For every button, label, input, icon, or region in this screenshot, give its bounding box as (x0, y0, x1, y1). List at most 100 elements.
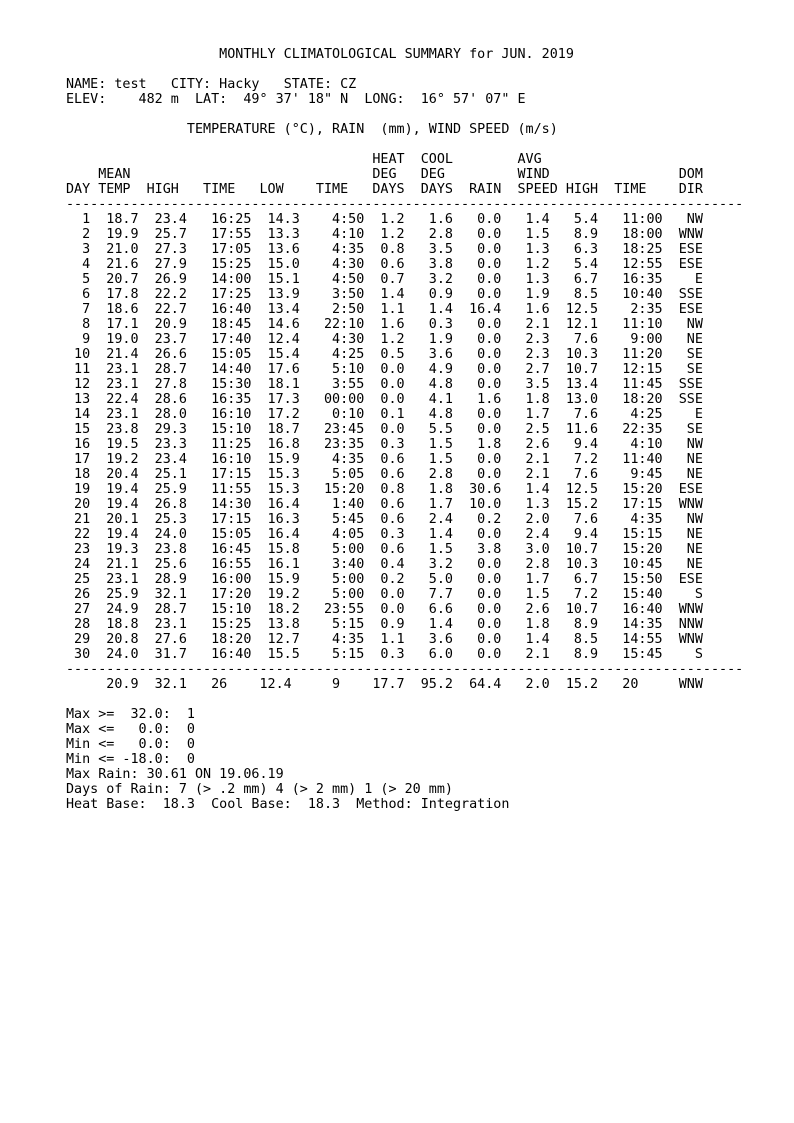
cell-low-temp: 15.4 (251, 347, 300, 362)
cell-high-temp-time: 11:25 (186, 437, 252, 452)
cell-cool-deg-days: 4.8 (404, 407, 453, 422)
cell-low-temp: 15.3 (251, 482, 300, 497)
cell-rain: 0.0 (453, 227, 502, 242)
cell-avg-wind-speed: 1.9 (501, 287, 550, 302)
cell-wind-high: 7.6 (549, 332, 599, 347)
cell-avg-wind-speed: 2.4 (501, 527, 550, 542)
cell-dom-dir: ESE (662, 257, 703, 272)
cell-high-temp-time: 14:30 (186, 497, 252, 512)
table-row: 18 20.4 25.1 17:15 15.3 5:05 0.6 2.8 0.0… (66, 467, 784, 482)
cell-high-temp-time: 16:40 (186, 647, 252, 662)
cell-wind-high: 9.4 (549, 437, 599, 452)
cell-day: 3 (66, 242, 91, 257)
cell-high-temp-time: 16:10 (186, 452, 252, 467)
column-header: WIND (444, 167, 550, 182)
cell-mean-temp: 24.0 (90, 647, 139, 662)
cell-heat-deg-days: 0.6 (364, 512, 405, 527)
cell-low-temp: 16.1 (251, 557, 300, 572)
spacer (66, 107, 784, 122)
column-header: HIGH (130, 182, 179, 197)
cell-wind-high-time: 12:55 (598, 257, 663, 272)
cell-heat-deg-days: 0.1 (364, 407, 405, 422)
cell-high-temp: 25.9 (138, 482, 187, 497)
cell-high-temp: 23.8 (138, 542, 187, 557)
cell-day: 24 (66, 557, 91, 572)
table-row: 24 21.1 25.6 16:55 16.1 3:40 0.4 3.2 0.0… (66, 557, 784, 572)
cell-rain: 1.8 (453, 437, 502, 452)
cell-low-temp: 16.4 (251, 497, 300, 512)
cell-wind-high-time: 15:40 (598, 587, 663, 602)
column-header: DOM (549, 167, 703, 182)
cell-high-temp-time: 17:25 (186, 287, 252, 302)
station-name-value: test (106, 77, 147, 92)
cell-mean-temp: 21.6 (90, 257, 139, 272)
cell-day: 18 (66, 467, 91, 482)
cell-avg-wind-speed: 2.7 (501, 362, 550, 377)
cell-heat-deg-days: 0.2 (364, 572, 405, 587)
cell-wind-high-time: 9:45 (598, 467, 663, 482)
cell-heat-deg-days: 0.6 (364, 497, 405, 512)
cell-wind-high-time: 14:35 (598, 617, 663, 632)
threshold-count: 1 (170, 707, 195, 722)
cell-low-temp: 13.6 (251, 242, 300, 257)
threshold-value: 0.0: (114, 722, 171, 737)
cell-cool-deg-days: 1.4 (404, 617, 453, 632)
cell-dom-dir: NE (662, 527, 703, 542)
cell-low-temp-time: 22:10 (299, 317, 365, 332)
cell-heat-deg-days: 0.3 (364, 527, 405, 542)
cell-wind-high: 13.0 (549, 392, 599, 407)
cell-avg-wind-speed: 2.1 (501, 647, 550, 662)
cell-avg-wind-speed: 1.4 (501, 212, 550, 227)
cell-wind-high-time: 9:00 (598, 332, 663, 347)
column-header: DAYS (348, 182, 405, 197)
cell-heat-deg-days: 0.0 (364, 377, 405, 392)
cell-mean-temp: 18.8 (90, 617, 139, 632)
station-name-label: NAME: (66, 77, 107, 92)
cell-wind-high-time: 16:35 (598, 272, 663, 287)
cell-wind-high-time: 10:40 (598, 287, 663, 302)
cell-mean-temp: 19.3 (90, 542, 139, 557)
cell-day: 9 (66, 332, 91, 347)
cell-mean-temp: 23.1 (90, 377, 139, 392)
cell-day: 21 (66, 512, 91, 527)
cell-low-temp-time: 5:15 (299, 647, 365, 662)
cell-mean-temp: 19.4 (90, 482, 139, 497)
cell-avg-wind-speed: 2.6 (501, 602, 550, 617)
cell-day: 26 (66, 587, 91, 602)
cell-mean-temp: 18.6 (90, 302, 139, 317)
cell-rain: 1.6 (453, 392, 502, 407)
cell-day: 16 (66, 437, 91, 452)
cell-dom-dir: NW (662, 317, 703, 332)
cell-day: 22 (66, 527, 91, 542)
cell-high-temp: 28.6 (138, 392, 187, 407)
summary-low-temp: 12.4 (251, 677, 300, 692)
cell-wind-high-time: 15:20 (598, 482, 663, 497)
cell-low-temp-time: 4:30 (299, 257, 365, 272)
threshold-count: 0 (170, 752, 195, 767)
cell-cool-deg-days: 4.1 (404, 392, 453, 407)
table-row: 27 24.9 28.7 15:10 18.2 23:55 0.0 6.6 0.… (66, 602, 784, 617)
cell-high-temp: 26.9 (138, 272, 187, 287)
cell-cool-deg-days: 6.0 (404, 647, 453, 662)
cell-rain: 0.0 (453, 272, 502, 287)
cell-high-temp: 32.1 (138, 587, 187, 602)
cell-wind-high: 9.4 (549, 527, 599, 542)
cell-rain: 0.0 (453, 557, 502, 572)
cell-wind-high: 8.5 (549, 632, 599, 647)
cell-rain: 0.0 (453, 617, 502, 632)
table-row: 20 19.4 26.8 14:30 16.4 1:40 0.6 1.7 10.… (66, 497, 784, 512)
threshold-value: 32.0: (114, 707, 171, 722)
cell-low-temp-time: 23:45 (299, 422, 365, 437)
cell-day: 7 (66, 302, 91, 317)
cell-wind-high: 6.3 (549, 242, 599, 257)
bases-line: Heat Base: 18.3 Cool Base: 18.3 Method: … (66, 797, 784, 812)
cell-wind-high: 8.9 (549, 647, 599, 662)
spacer (66, 62, 784, 77)
cell-low-temp-time: 5:15 (299, 617, 365, 632)
table-row: 21 20.1 25.3 17:15 16.3 5:45 0.6 2.4 0.2… (66, 512, 784, 527)
cell-dom-dir: SSE (662, 377, 703, 392)
threshold-label: Min <= (66, 737, 115, 752)
cell-cool-deg-days: 1.9 (404, 332, 453, 347)
cell-mean-temp: 19.4 (90, 527, 139, 542)
cell-cool-deg-days: 3.6 (404, 347, 453, 362)
